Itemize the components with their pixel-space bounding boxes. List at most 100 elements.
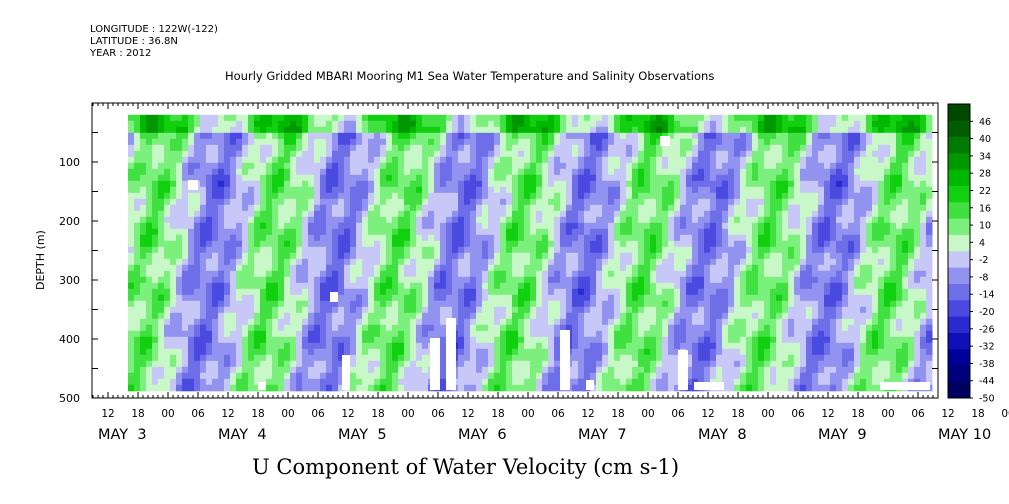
- heatmap-cell: [176, 312, 183, 320]
- heatmap-cell: [716, 354, 723, 362]
- heatmap-cell: [776, 156, 783, 164]
- heatmap-cell: [326, 372, 333, 380]
- heatmap-cell: [164, 252, 171, 260]
- heatmap-cell: [554, 180, 561, 188]
- heatmap-cell: [176, 162, 183, 170]
- heatmap-cell: [356, 240, 363, 248]
- heatmap-cell: [140, 264, 147, 272]
- heatmap-cell: [236, 342, 243, 350]
- heatmap-cell: [158, 204, 165, 212]
- heatmap-cell: [728, 204, 735, 212]
- heatmap-cell: [656, 354, 663, 362]
- heatmap-cell: [770, 210, 777, 218]
- heatmap-cell: [584, 264, 591, 272]
- heatmap-cell: [680, 252, 687, 260]
- heatmap-cell: [650, 342, 657, 350]
- heatmap-cell: [626, 210, 633, 218]
- heatmap-cell: [320, 282, 327, 290]
- heatmap-cell: [212, 288, 219, 296]
- heatmap-cell: [644, 138, 651, 146]
- heatmap-cell: [758, 144, 765, 152]
- heatmap-cell: [464, 336, 471, 344]
- heatmap-cell: [236, 192, 243, 200]
- heatmap-cell: [200, 378, 207, 386]
- heatmap-cell: [158, 138, 165, 146]
- heatmap-cell: [368, 288, 375, 296]
- heatmap-cell: [308, 324, 315, 332]
- heatmap-cell: [578, 192, 585, 200]
- heatmap-cell: [686, 246, 693, 254]
- heatmap-cell: [488, 276, 495, 284]
- heatmap-cell: [512, 114, 519, 122]
- heatmap-cell: [746, 234, 753, 242]
- heatmap-cell: [590, 342, 597, 350]
- heatmap-cell: [140, 348, 147, 356]
- heatmap-cell: [302, 348, 309, 356]
- heatmap-cell: [332, 342, 339, 350]
- heatmap-cell: [332, 360, 339, 368]
- heatmap-cell: [356, 150, 363, 158]
- heatmap-cell: [704, 192, 711, 200]
- heatmap-cell: [344, 132, 351, 140]
- heatmap-cell: [362, 246, 369, 254]
- heatmap-cell: [482, 246, 489, 254]
- heatmap-cell: [386, 246, 393, 254]
- heatmap-cell: [632, 180, 639, 188]
- heatmap-cell: [212, 132, 219, 140]
- heatmap-cell: [572, 276, 579, 284]
- heatmap-cell: [530, 192, 537, 200]
- heatmap-cell: [494, 294, 501, 302]
- heatmap-cell: [446, 228, 453, 236]
- heatmap-cell: [254, 384, 261, 392]
- heatmap-cell: [566, 132, 573, 140]
- heatmap-cell: [158, 162, 165, 170]
- heatmap-cell: [392, 162, 399, 170]
- heatmap-cell: [644, 312, 651, 320]
- heatmap-cell: [194, 378, 201, 386]
- heatmap-cell: [350, 372, 357, 380]
- heatmap-cell: [212, 240, 219, 248]
- heatmap-cell: [572, 378, 579, 386]
- heatmap-cell: [584, 240, 591, 248]
- heatmap-cell: [692, 144, 699, 152]
- heatmap-cell: [500, 300, 507, 308]
- heatmap-cell: [128, 174, 135, 182]
- heatmap-cell: [578, 258, 585, 266]
- heatmap-cell: [212, 168, 219, 176]
- heatmap-cell: [266, 174, 273, 182]
- heatmap-cell: [164, 192, 171, 200]
- heatmap-cell: [416, 204, 423, 212]
- heatmap-cell: [140, 186, 147, 194]
- heatmap-cell: [740, 234, 747, 242]
- heatmap-cell: [236, 300, 243, 308]
- heatmap-cell: [428, 264, 435, 272]
- heatmap-cell: [638, 300, 645, 308]
- heatmap-cell: [278, 192, 285, 200]
- heatmap-cell: [374, 186, 381, 194]
- heatmap-cell: [368, 162, 375, 170]
- heatmap-cell: [374, 156, 381, 164]
- heatmap-cell: [260, 234, 267, 242]
- heatmap-cell: [464, 174, 471, 182]
- heatmap-cell: [578, 240, 585, 248]
- heatmap-cell: [248, 168, 255, 176]
- heatmap-cell: [314, 162, 321, 170]
- heatmap-cell: [158, 342, 165, 350]
- heatmap-cell: [254, 288, 261, 296]
- heatmap-cell: [722, 240, 729, 248]
- heatmap-cell: [440, 294, 447, 302]
- heatmap-cell: [422, 156, 429, 164]
- heatmap-cell: [188, 378, 195, 386]
- heatmap-cell: [344, 264, 351, 272]
- heatmap-cell: [416, 264, 423, 272]
- heatmap-cell: [134, 246, 141, 254]
- heatmap-cell: [668, 288, 675, 296]
- heatmap-cell: [728, 222, 735, 230]
- heatmap-cell: [530, 354, 537, 362]
- heatmap-cell: [338, 192, 345, 200]
- heatmap-cell: [326, 186, 333, 194]
- heatmap-cell: [218, 234, 225, 242]
- heatmap-cell: [338, 360, 345, 368]
- heatmap-cell: [350, 348, 357, 356]
- heatmap-cell: [620, 270, 627, 278]
